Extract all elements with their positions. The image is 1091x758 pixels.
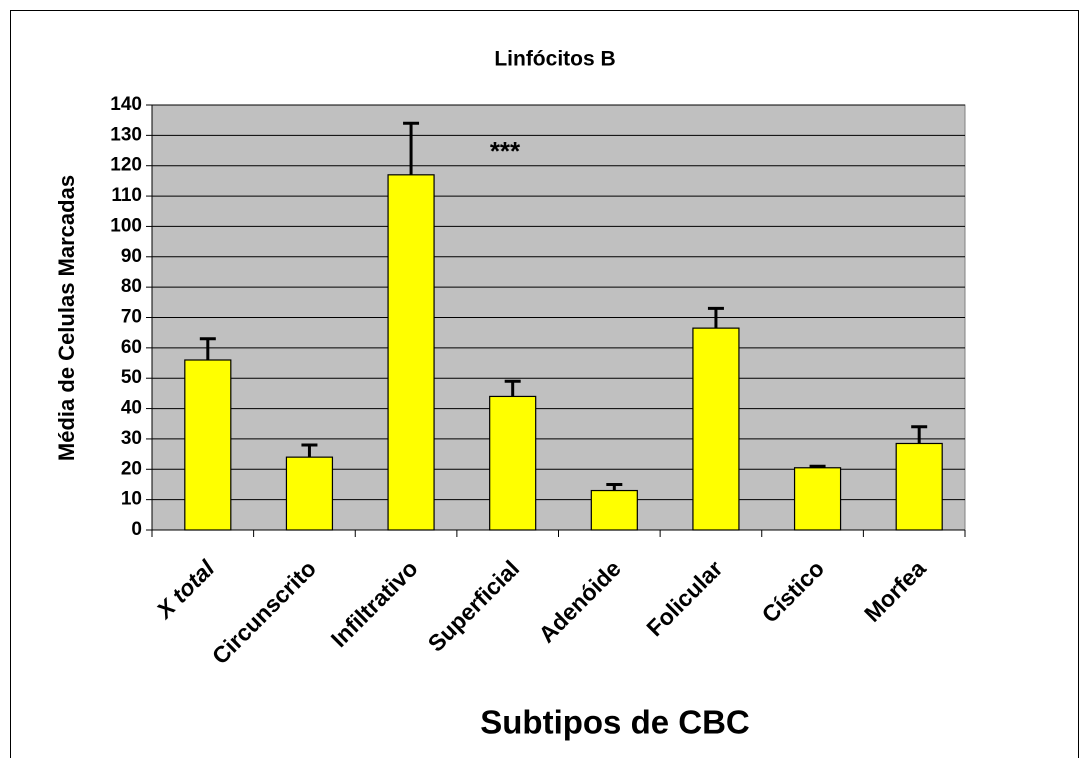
bar	[387, 174, 435, 531]
x-axis-label: Subtipos de CBC	[480, 704, 750, 741]
y-tick-label: 50	[121, 367, 142, 388]
y-tick-label: 140	[110, 94, 142, 115]
chart-title: Linfócitos B	[494, 48, 615, 71]
bar	[590, 489, 638, 531]
y-tick-label: 30	[121, 428, 142, 449]
bar	[184, 359, 232, 531]
y-tick-label: 110	[111, 185, 142, 206]
bar	[793, 467, 842, 531]
y-tick-label: 10	[121, 489, 142, 510]
y-tick-label: 60	[121, 337, 142, 358]
y-tick-label: 130	[110, 124, 142, 145]
y-axis-label: Média de Celulas Marcadas	[54, 175, 79, 461]
y-tick-label: 120	[110, 155, 142, 176]
bar	[692, 327, 740, 531]
y-tick-label: 90	[121, 246, 142, 267]
bar	[895, 442, 943, 531]
bar	[285, 456, 334, 531]
y-tick-label: 0	[131, 519, 142, 540]
annotation: ***	[490, 136, 521, 166]
y-tick-label: 20	[121, 458, 142, 479]
y-tick-label: 40	[121, 398, 142, 419]
bar	[489, 395, 537, 531]
y-tick-label: 80	[121, 276, 142, 297]
y-tick-label: 70	[121, 307, 142, 328]
y-tick-label: 100	[110, 215, 142, 236]
